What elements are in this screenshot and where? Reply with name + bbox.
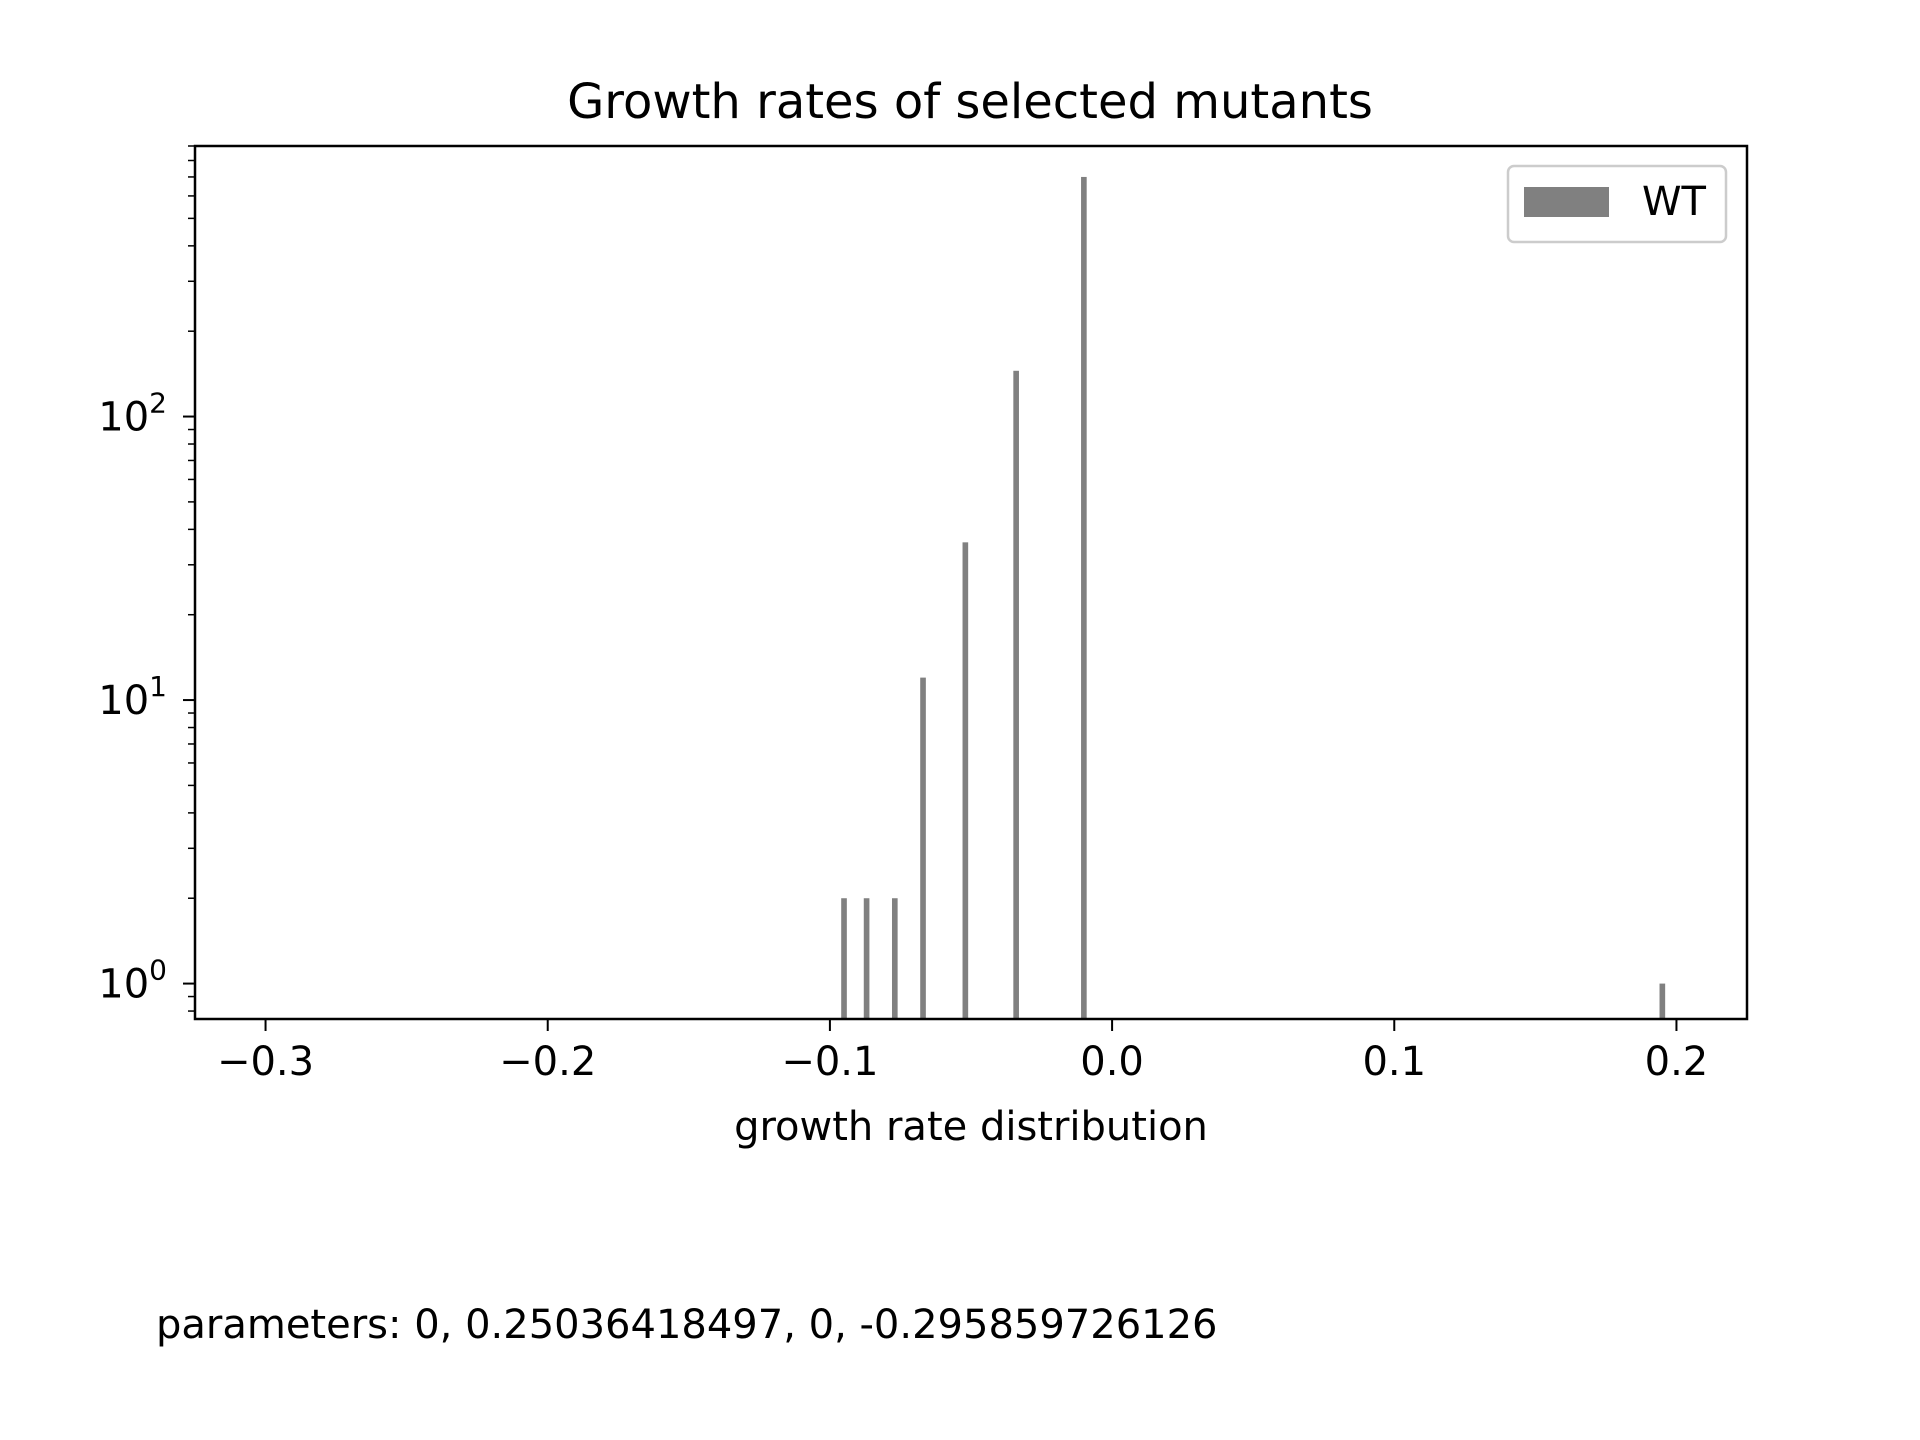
legend-box [1506, 164, 1728, 244]
y-tick-label: 102 [98, 387, 167, 441]
axes-frame [193, 144, 1749, 1021]
plot-area: −0.3 −0.2 −0.1 0.0 0.1 0.2 100 101 102 [98, 145, 1709, 1085]
bar-0-5 [1013, 370, 1019, 1019]
y-tick-label: 101 [98, 670, 167, 724]
bar-0-7 [1659, 983, 1666, 1019]
bar-0-3 [920, 677, 926, 1019]
bar-0-2 [891, 898, 898, 1019]
chart-title: Growth rates of selected mutants [567, 74, 1373, 130]
bar-0-6 [1081, 176, 1087, 1019]
bar-0-0 [841, 898, 847, 1019]
legend: WT [1506, 164, 1728, 244]
x-tick-label: 0.0 [1080, 1039, 1144, 1085]
x-axis-label: growth rate distribution [734, 1104, 1208, 1150]
legend-swatch [1524, 187, 1609, 217]
parameters-text: parameters: 0, 0.25036418497, 0, -0.2958… [156, 1302, 1217, 1348]
x-tick-label: −0.1 [781, 1039, 878, 1085]
legend-label-wt: WT [1642, 179, 1707, 225]
x-tick-label: −0.3 [217, 1039, 314, 1085]
bar-0-4 [962, 542, 969, 1019]
bar-0-1 [863, 898, 870, 1019]
y-tick-label: 100 [98, 954, 167, 1008]
x-tick-label: 0.1 [1362, 1039, 1426, 1085]
x-tick-label: −0.2 [499, 1039, 596, 1085]
x-tick-label: 0.2 [1645, 1039, 1709, 1085]
